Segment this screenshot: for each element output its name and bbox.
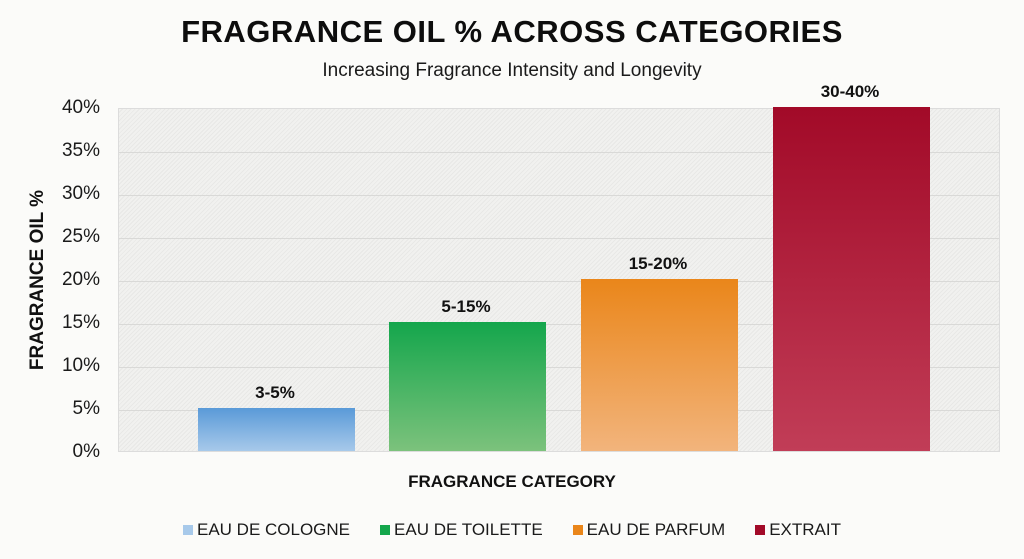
bar-value-label: 30-40% <box>820 82 880 101</box>
bar-eau-de-toilette <box>388 322 546 451</box>
gridline <box>119 410 999 411</box>
y-axis-label: FRAGRANCE OIL % <box>27 189 48 371</box>
y-tick-label: 0% <box>72 441 100 462</box>
bar-value-label: 15-20% <box>628 254 688 273</box>
plot-area <box>118 107 1000 452</box>
y-tick-label: 40% <box>61 97 100 118</box>
bar-eau-de-parfum <box>580 279 738 451</box>
legend-swatch-icon <box>380 525 391 535</box>
bar-extrait <box>772 107 930 451</box>
y-tick-label: 20% <box>61 269 100 290</box>
legend-swatch-icon <box>572 525 583 535</box>
legend-swatch-icon <box>755 525 766 535</box>
legend-label: EAU DE PARFUM <box>586 520 726 539</box>
y-tick-label: 5% <box>72 398 100 419</box>
chart-title: FRAGRANCE OIL % ACROSS CATEGORIES <box>181 14 843 49</box>
y-tick-label: 10% <box>61 355 100 376</box>
legend-label: EAU DE COLOGNE <box>196 520 351 539</box>
legend-swatch-icon <box>182 525 193 535</box>
legend-item: EAU DE COLOGNE <box>182 520 351 540</box>
gridline <box>119 152 999 153</box>
legend-label: EXTRAIT <box>769 520 842 539</box>
legend-item: EAU DE PARFUM <box>572 520 726 540</box>
y-tick-label: 30% <box>61 183 100 204</box>
legend: EAU DE COLOGNE EAU DE TOILETTE EAU DE PARF… <box>0 520 1024 540</box>
gridline <box>119 367 999 368</box>
legend-item: EXTRAIT <box>755 520 841 540</box>
y-tick-label: 15% <box>61 312 100 333</box>
gridline <box>119 238 999 239</box>
legend-item: EAU DE TOILETTE <box>380 520 543 540</box>
y-tick-label: 35% <box>61 140 100 161</box>
gridline <box>119 324 999 325</box>
bar-eau-de-cologne <box>197 408 355 451</box>
legend-label: EAU DE TOILETTE <box>394 520 543 539</box>
bar-value-label: 5-15% <box>441 297 491 316</box>
y-tick-label: 25% <box>61 226 100 247</box>
gridline <box>119 195 999 196</box>
x-axis-label: FRAGRANCE CATEGORY <box>408 472 616 491</box>
bar-value-label: 3-5% <box>255 383 295 402</box>
gridline <box>119 281 999 282</box>
chart-subtitle: Increasing Fragrance Intensity and Longe… <box>322 60 702 81</box>
